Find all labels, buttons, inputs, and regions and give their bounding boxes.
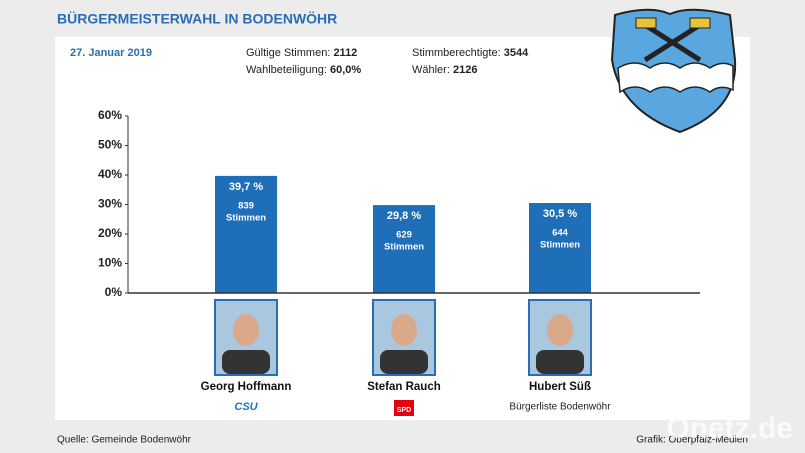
- candidate-name: Stefan Rauch: [367, 381, 441, 393]
- stat: Gültige Stimmen: 2112: [246, 47, 357, 59]
- y-tick-label: 40%: [98, 167, 122, 181]
- stat: Wahlbeteiligung: 60,0%: [246, 64, 361, 76]
- watermark: Onetz.de: [666, 412, 793, 445]
- stat-label: Gültige Stimmen:: [246, 47, 330, 59]
- value-label: 30,5 %: [543, 208, 577, 220]
- stat: Stimmberechtigte: 3544: [412, 47, 529, 59]
- value-label: 29,8 %: [387, 210, 421, 222]
- vote-unit: Stimmen: [226, 212, 266, 223]
- photo-head: [233, 314, 259, 346]
- chart-title: BÜRGERMEISTERWAHL IN BODENWÖHR: [57, 11, 337, 27]
- photo-body: [536, 350, 584, 374]
- party-logo: [394, 400, 414, 416]
- photo-body: [222, 350, 270, 374]
- y-tick-label: 20%: [98, 226, 122, 240]
- stat-label: Wahlbeteiligung:: [246, 64, 327, 76]
- stat-label: Stimmberechtigte:: [412, 47, 501, 59]
- photo-head: [547, 314, 573, 346]
- bar: [215, 175, 277, 293]
- bar: [529, 203, 591, 293]
- vote-unit: Stimmen: [540, 240, 580, 251]
- coat-of-arms: [610, 8, 737, 134]
- source: Quelle: Gemeinde Bodenwöhr: [57, 435, 192, 446]
- photo-head: [391, 314, 417, 346]
- party: SPD: [397, 407, 411, 414]
- photo-body: [380, 350, 428, 374]
- stat-value: 2126: [453, 64, 477, 76]
- y-tick-label: 10%: [98, 256, 122, 270]
- y-tick-label: 0%: [105, 285, 123, 299]
- bar: [373, 205, 435, 293]
- vote-count: 839: [238, 200, 254, 211]
- party: CSU: [234, 401, 258, 413]
- party: Bürgerliste Bodenwöhr: [509, 402, 611, 413]
- vote-count: 629: [396, 230, 412, 241]
- y-tick-label: 30%: [98, 197, 122, 211]
- stat-value: 3544: [504, 47, 529, 59]
- vote-count: 644: [552, 228, 569, 239]
- vote-unit: Stimmen: [384, 242, 424, 253]
- y-tick-label: 50%: [98, 138, 122, 152]
- date: 27. Januar 2019: [70, 47, 152, 59]
- stat-value: 60,0%: [330, 64, 361, 76]
- stat-value: 2112: [333, 47, 357, 59]
- y-tick-label: 60%: [98, 108, 122, 122]
- candidate-name: Georg Hoffmann: [201, 381, 292, 393]
- candidate-name: Hubert Süß: [529, 381, 591, 393]
- value-label: 39,7 %: [229, 181, 263, 193]
- stat-label: Wähler:: [412, 64, 450, 76]
- stat: Wähler: 2126: [412, 64, 477, 76]
- credit: Grafik: Oberpfalz-Medien: [636, 435, 748, 446]
